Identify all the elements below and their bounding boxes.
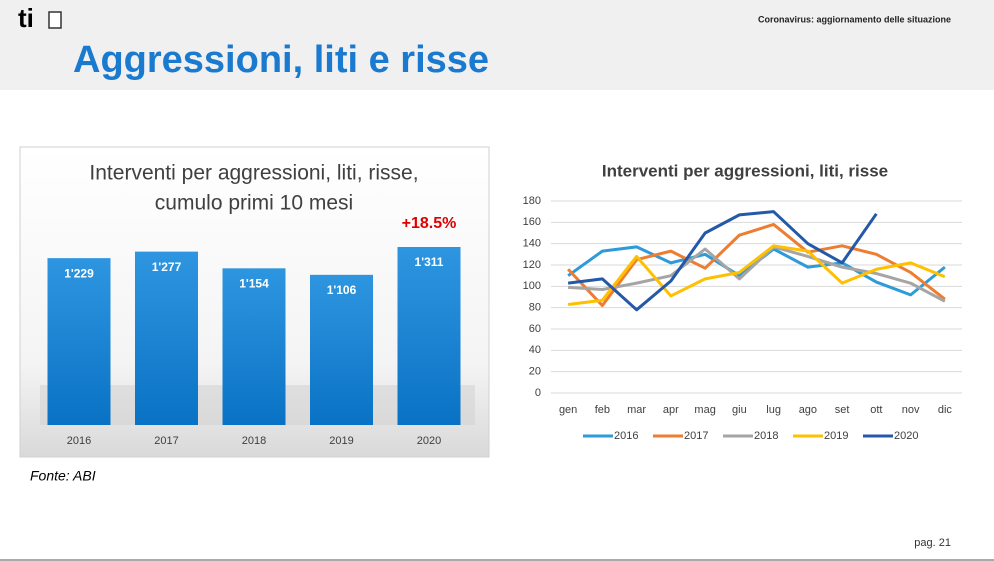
y-tick-label: 120	[523, 259, 541, 271]
x-tick-label: 2018	[242, 435, 266, 447]
line-series	[567, 222, 946, 308]
x-tick-label: 2017	[154, 435, 178, 447]
bar	[135, 251, 198, 425]
page-number: pag. 21	[914, 537, 951, 549]
chart-title: Interventi per aggressioni, liti, risse	[602, 161, 888, 180]
legend-label: 2018	[754, 430, 778, 442]
legend-label: 2020	[894, 430, 918, 442]
x-tick-label: 2019	[329, 435, 353, 447]
chart-title: cumulo primi 10 mesi	[155, 192, 353, 215]
value-label: 1'311	[415, 255, 444, 269]
bar	[47, 258, 111, 425]
x-tick-label: feb	[595, 404, 610, 416]
x-tick-label: nov	[902, 404, 920, 416]
header-band	[0, 0, 994, 90]
x-tick-label: set	[835, 404, 850, 416]
chart-title: Interventi per aggressioni, liti, risse,	[89, 162, 418, 185]
x-tick-label: ago	[799, 404, 817, 416]
value-label: 1'277	[152, 260, 182, 274]
logo: ti	[18, 3, 34, 33]
annotation: +18.5%	[402, 215, 457, 232]
y-tick-label: 60	[529, 323, 541, 335]
x-tick-label: lug	[766, 404, 781, 416]
logo-shield	[48, 11, 62, 29]
y-tick-label: 160	[523, 216, 541, 228]
x-tick-label: mag	[694, 404, 715, 416]
x-tick-label: ott	[870, 404, 882, 416]
bar	[222, 268, 286, 425]
y-tick-label: 80	[529, 302, 541, 314]
source: Fonte: ABI	[30, 468, 96, 484]
line-series	[568, 245, 946, 303]
value-label: 1'229	[64, 266, 94, 280]
legend-label: 2016	[614, 430, 638, 442]
value-label: 1'106	[327, 283, 357, 297]
y-tick-label: 140	[523, 238, 541, 250]
y-tick-label: 40	[529, 344, 541, 356]
legend-label: 2017	[684, 430, 708, 442]
bar	[310, 274, 373, 425]
x-tick-label: 2016	[67, 435, 91, 447]
line-series	[567, 244, 946, 306]
legend-label: 2019	[824, 430, 848, 442]
y-tick-label: 0	[535, 387, 541, 399]
y-tick-label: 180	[523, 195, 541, 207]
x-tick-label: giu	[732, 404, 747, 416]
slide-title: Aggressioni, liti e risse	[73, 39, 489, 81]
x-tick-label: mar	[627, 404, 646, 416]
x-tick-label: gen	[559, 404, 577, 416]
bar	[397, 247, 461, 425]
x-tick-label: apr	[663, 404, 679, 416]
line-series	[567, 210, 878, 312]
value-label: 1'154	[239, 276, 269, 290]
header-subtitle: Coronavirus: aggiornamento delle situazi…	[758, 14, 951, 24]
x-tick-label: dic	[938, 404, 953, 416]
y-tick-label: 100	[523, 280, 541, 292]
y-tick-label: 20	[529, 366, 541, 378]
x-tick-label: 2020	[417, 435, 441, 447]
